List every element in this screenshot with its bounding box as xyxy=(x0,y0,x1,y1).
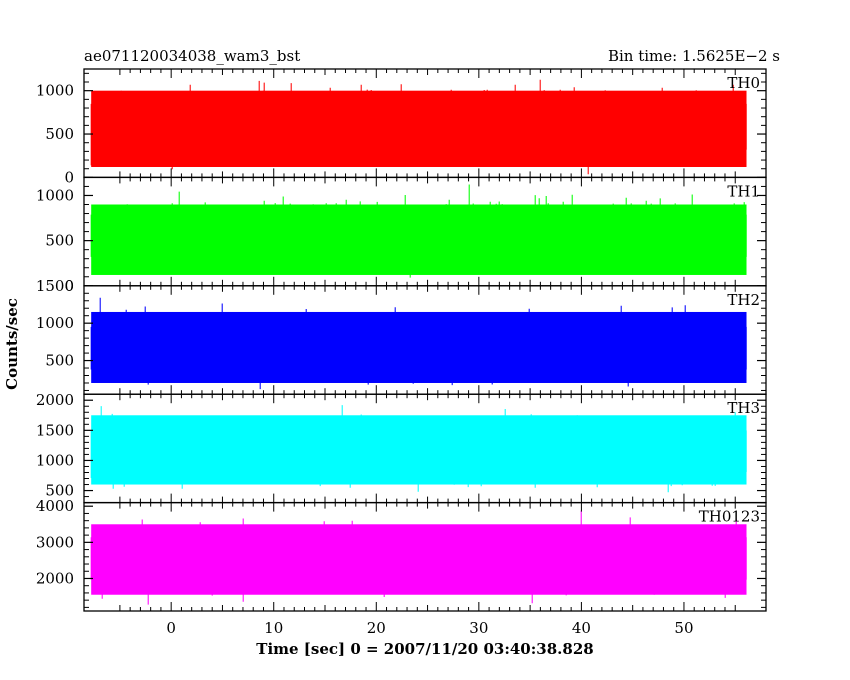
panel-th0123: 2000 3000 4000 TH0123 xyxy=(36,497,767,612)
x-tick-label: 0 xyxy=(166,619,176,637)
panel-name-label: TH1 xyxy=(727,182,760,200)
series-line-th0 xyxy=(90,79,747,175)
y-tick-label: 2000 xyxy=(36,569,74,587)
y-tick-label: 500 xyxy=(45,352,74,370)
y-tick-label: 0 xyxy=(64,277,74,295)
panel-th2: 500 1000 1500 TH2 xyxy=(36,277,767,395)
x-tick-label: 50 xyxy=(674,619,693,637)
y-tick-label: 1000 xyxy=(36,82,74,100)
y-tick-label: 0 xyxy=(64,168,74,186)
panel-name-label: TH2 xyxy=(727,291,760,309)
series-line-th2 xyxy=(90,297,747,390)
y-tick-label: 500 xyxy=(45,232,74,250)
x-axis-title: Time [sec] 0 = 2007/11/20 03:40:38.828 xyxy=(256,640,593,658)
x-tick-label: 20 xyxy=(367,619,386,637)
y-tick-label: 3000 xyxy=(36,533,74,551)
y-tick-label: 2000 xyxy=(36,391,74,409)
series-line-th3 xyxy=(90,405,747,493)
y-tick-label: 1000 xyxy=(36,451,74,469)
panel-name-label: TH3 xyxy=(727,399,760,417)
y-tick-label: 500 xyxy=(45,482,74,500)
y-tick-label: 1000 xyxy=(36,186,74,204)
y-tick-label: 1500 xyxy=(36,421,74,439)
x-tick-label: 40 xyxy=(572,619,591,637)
y-tick-label: 1500 xyxy=(36,277,74,295)
panel-th1: 0 500 1000 TH1 xyxy=(36,176,767,295)
series-line-th0123 xyxy=(90,510,747,605)
panel-th0: 0 500 1000 TH0 xyxy=(36,68,767,186)
y-axis-title: Counts/sec xyxy=(3,298,21,390)
x-tick-label: 10 xyxy=(264,619,283,637)
figure-title: ae071120034038_wam3_bst xyxy=(84,47,300,65)
panel-th3: 500 1000 1500 2000 TH3 xyxy=(36,391,767,504)
y-tick-label: 4000 xyxy=(36,497,74,515)
panel-name-label: TH0123 xyxy=(699,508,760,526)
x-tick-label: 30 xyxy=(469,619,488,637)
panel-name-label: TH0 xyxy=(727,74,760,92)
bin-time-label: Bin time: 1.5625E−2 s xyxy=(608,47,780,65)
y-tick-label: 500 xyxy=(45,125,74,143)
y-tick-label: 1000 xyxy=(36,314,74,332)
series-line-th1 xyxy=(90,184,747,278)
